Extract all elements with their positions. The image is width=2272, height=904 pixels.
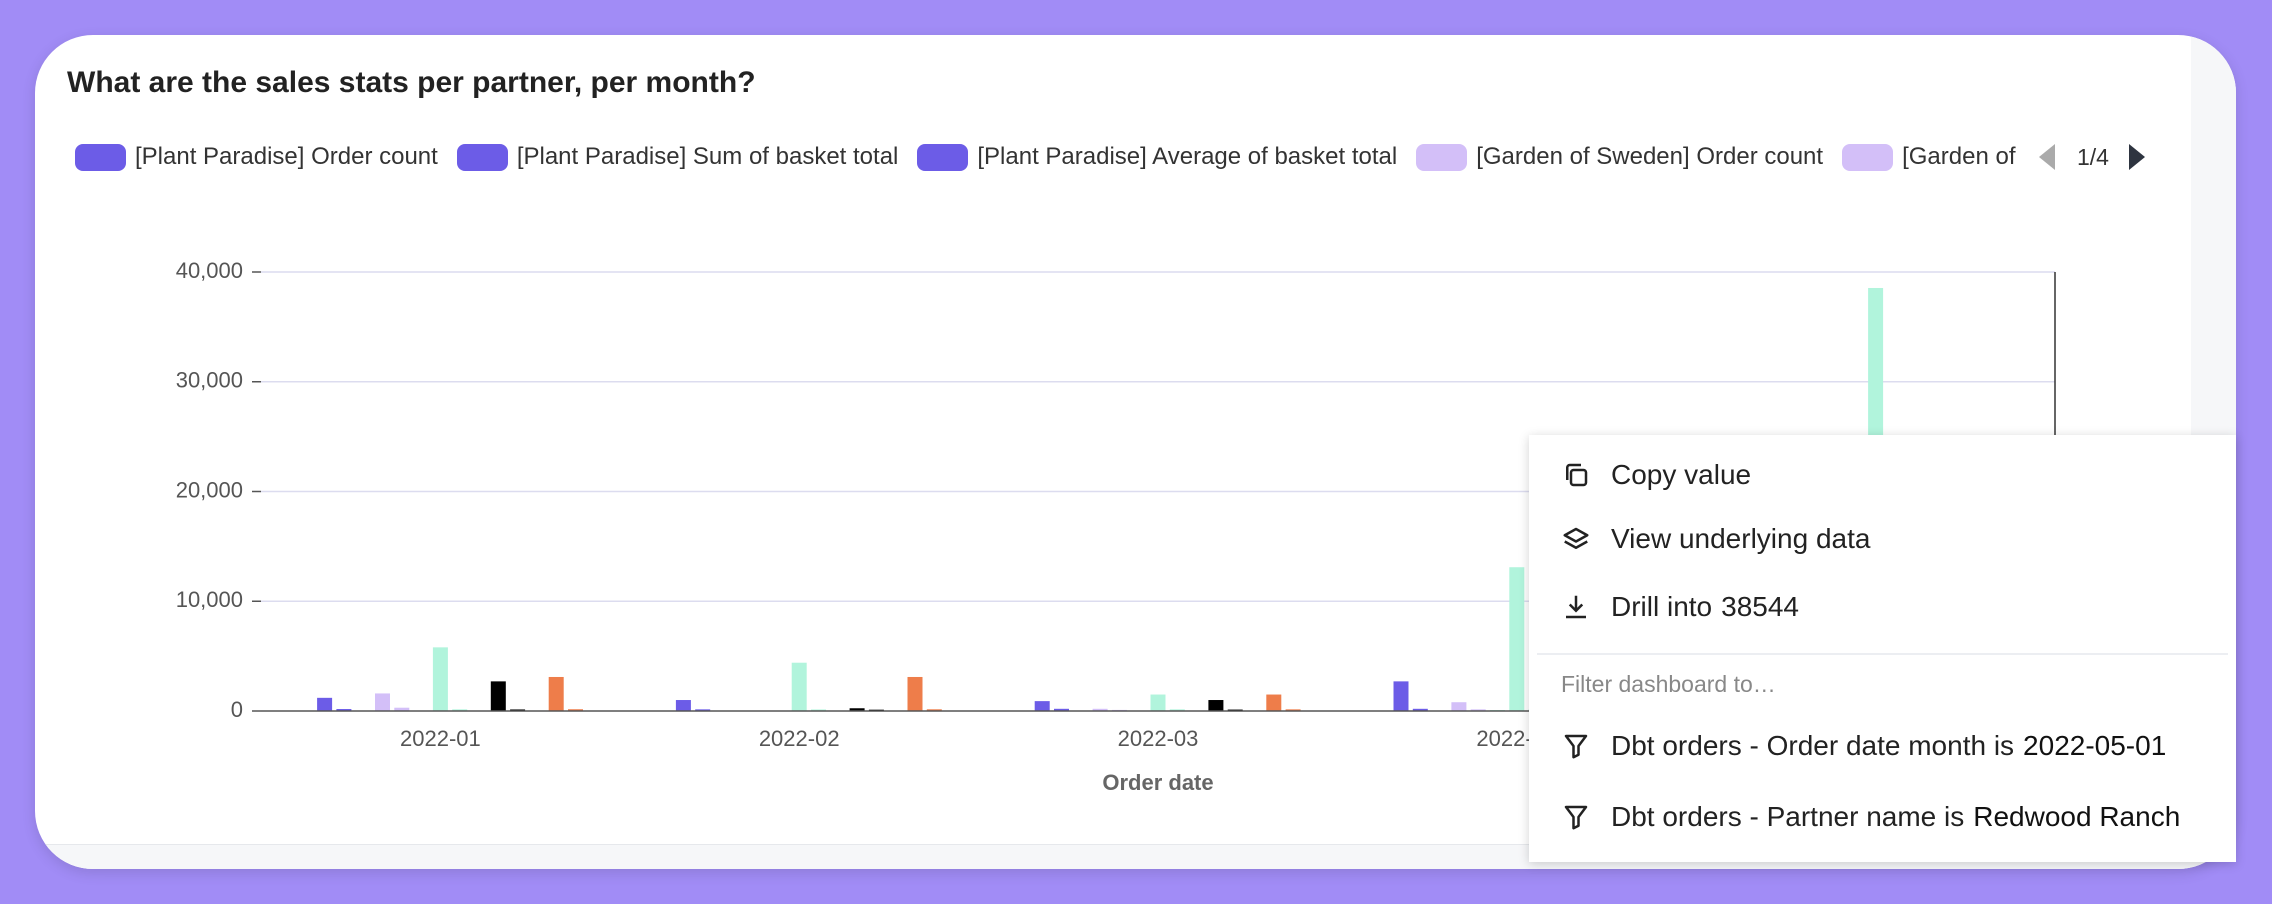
- bar: [1266, 694, 1282, 711]
- menu-item[interactable]: Drill into 38544: [1561, 587, 1799, 627]
- copy-icon: [1566, 463, 1588, 487]
- legend-swatch: [456, 143, 508, 171]
- legend: [Plant Paradise] Order count [Plant Parad…: [75, 140, 2020, 174]
- bar: [849, 708, 865, 711]
- filter-icon: [1564, 734, 1588, 759]
- bar: [675, 700, 691, 711]
- bar: [1412, 708, 1428, 711]
- legend-swatch: [75, 143, 126, 171]
- legend-swatch: [1416, 143, 1468, 171]
- legend-label: [Garden of Sweden] Order count: [1476, 143, 1824, 170]
- x-axis-title: Order date: [1102, 770, 1213, 795]
- bar: [394, 707, 410, 711]
- bar: [1451, 702, 1467, 711]
- chart-title: What are the sales stats per partner, pe…: [67, 66, 756, 99]
- bar: [1169, 709, 1185, 711]
- y-tick-label: 0: [231, 697, 243, 722]
- filter-value: 2022-05-01: [2023, 730, 2167, 761]
- bar: [490, 681, 506, 711]
- y-tick-label: 20,000: [176, 477, 243, 502]
- legend-label: [Plant Paradise] Average of basket total: [977, 143, 1398, 170]
- bar: [317, 697, 333, 711]
- menu-item[interactable]: Dbt orders - Partner name is Redwood Ranc…: [1561, 797, 2180, 837]
- bar: [452, 709, 468, 711]
- x-tick-label: 2022-02: [759, 726, 840, 751]
- menu-label: Copy value: [1611, 459, 1752, 490]
- menu-heading: Filter dashboard to…: [1561, 671, 1776, 697]
- bar: [1054, 708, 1069, 711]
- context-menu: Copy value View underlying data Drill in…: [1529, 435, 2236, 862]
- bar: [1393, 681, 1409, 711]
- legend-item[interactable]: [Plant Paradise] Order count: [75, 143, 438, 171]
- bar: [811, 709, 826, 711]
- drill-icon: [1566, 595, 1586, 619]
- menu-item[interactable]: View underlying data: [1561, 519, 1870, 559]
- bar: [926, 709, 942, 711]
- x-tick-label: 2022-03: [1118, 726, 1199, 751]
- legend-label: [Plant Paradise] Sum of basket total: [516, 143, 899, 170]
- legend-label: [Plant Paradise] Order count: [135, 143, 438, 170]
- bar: [695, 709, 711, 711]
- bar: [907, 676, 923, 711]
- layers-icon: [1563, 527, 1589, 549]
- bar: [1509, 567, 1525, 711]
- legend-label: [Garden of: [1902, 143, 2016, 170]
- divider: [1537, 653, 2228, 655]
- legend-item[interactable]: [Plant Paradise] Sum of basket total: [456, 143, 899, 171]
- y-tick-label: 40,000: [176, 258, 243, 283]
- bar: [1470, 709, 1486, 711]
- x-tick-label: 2022-01: [400, 726, 481, 751]
- bar: [510, 709, 526, 711]
- menu-label: View underlying data: [1611, 523, 1871, 554]
- bar: [548, 676, 564, 711]
- menu-label: Drill into: [1611, 591, 1713, 622]
- legend-pager: 1/4: [2035, 140, 2149, 174]
- bar: [1092, 708, 1108, 711]
- bar: [791, 662, 807, 711]
- drill-value: 38544: [1721, 591, 1800, 622]
- prev-page[interactable]: [2035, 142, 2059, 172]
- menu-item[interactable]: Dbt orders - Order date month is 2022-05-…: [1561, 726, 2166, 766]
- bar: [1034, 701, 1050, 711]
- next-page[interactable]: [2125, 142, 2149, 172]
- bar: [432, 647, 448, 711]
- bar: [1150, 694, 1166, 711]
- legend-item[interactable]: [Garden of: [1842, 143, 2015, 171]
- menu-label: Dbt orders - Order date month is: [1611, 730, 2015, 761]
- menu-item[interactable]: Copy value: [1561, 455, 1751, 495]
- bar: [375, 693, 390, 711]
- page-indicator: 1/4: [2077, 143, 2109, 170]
- bar: [1285, 709, 1301, 711]
- legend-swatch: [1842, 143, 1894, 171]
- bar: [568, 709, 583, 711]
- legend-item[interactable]: [Plant Paradise] Average of basket total: [917, 143, 1397, 171]
- y-tick-label: 10,000: [176, 587, 243, 612]
- bar: [1208, 700, 1224, 711]
- filter-icon: [1564, 805, 1588, 830]
- y-tick-label: 30,000: [176, 368, 243, 393]
- bar: [336, 709, 352, 711]
- filter-value: Redwood Ranch: [1973, 801, 2181, 832]
- menu-label: Dbt orders - Partner name is: [1611, 801, 1965, 832]
- legend-item[interactable]: [Garden of Sweden] Order count: [1416, 143, 1823, 171]
- legend-swatch: [917, 143, 969, 171]
